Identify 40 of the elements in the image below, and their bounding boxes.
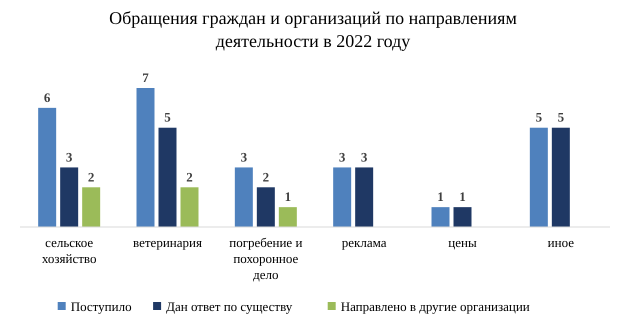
data-label: 2	[186, 169, 193, 184]
legend-label: Поступило	[70, 299, 132, 314]
data-label: 5	[164, 110, 172, 125]
bar	[333, 167, 352, 227]
chart-title: Обращения граждан и организаций по направлениям деятельности в 2022 году	[109, 8, 517, 51]
bar	[60, 167, 78, 227]
bar	[234, 167, 253, 227]
bar	[82, 187, 100, 227]
legend-label: Дан ответ по существу	[166, 299, 293, 314]
data-label: 2	[88, 169, 94, 184]
x-tick-label: иное	[548, 235, 574, 250]
data-label: 2	[262, 169, 270, 184]
data-label: 3	[66, 149, 73, 164]
x-tick-label: погребение и похоронное дело	[229, 235, 302, 282]
data-label: 3	[338, 149, 346, 164]
data-label: 1	[459, 189, 466, 204]
data-label: 1	[437, 189, 444, 204]
x-tick-label: реклама	[342, 235, 387, 250]
bar	[158, 128, 176, 227]
data-label: 5	[536, 110, 543, 125]
x-tick-label: сельское хозяйство	[42, 235, 96, 266]
data-label: 7	[142, 70, 150, 85]
bar	[454, 207, 472, 227]
bar	[136, 88, 154, 227]
bar	[38, 108, 56, 227]
data-label: 1	[284, 189, 292, 204]
bar	[355, 167, 374, 227]
x-tick-label: цены	[448, 235, 477, 250]
bar	[278, 207, 297, 227]
legend-label: Направлено в другие организации	[340, 299, 530, 314]
bar	[432, 207, 450, 227]
bar	[180, 187, 198, 227]
bar	[552, 128, 570, 227]
x-tick-label: ветеринария	[133, 235, 202, 250]
data-label: 6	[44, 90, 51, 105]
bar	[256, 187, 275, 227]
bar	[530, 128, 548, 227]
data-label: 3	[240, 149, 248, 164]
data-label: 3	[360, 149, 368, 164]
data-label: 5	[558, 110, 565, 125]
